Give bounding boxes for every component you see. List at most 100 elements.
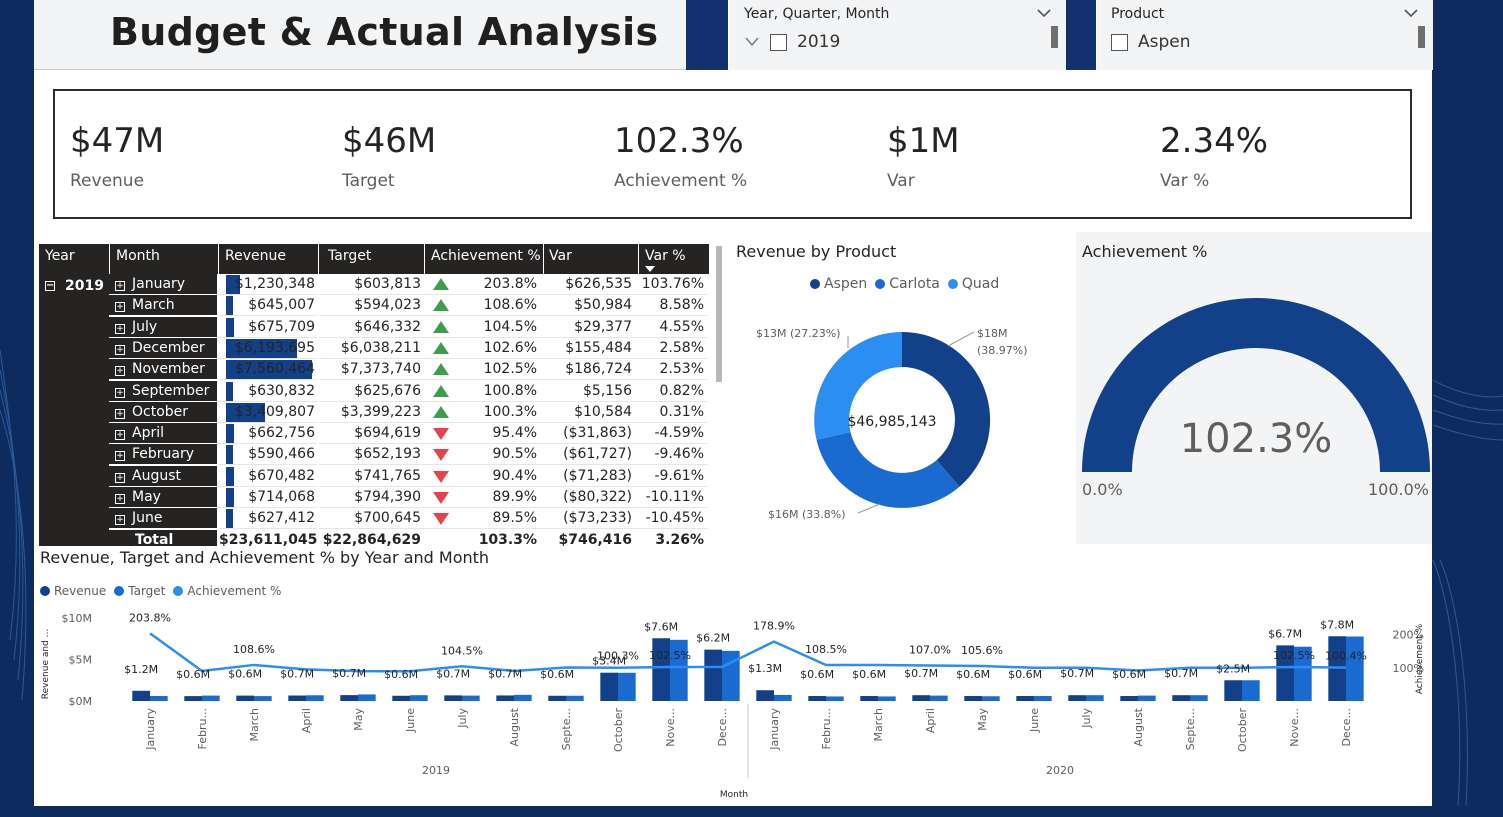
table-row[interactable]: + February $590,466 $652,193 90.5% ($61,727) -… (109, 444, 709, 466)
col-header-target[interactable]: Target (328, 248, 372, 264)
table-row[interactable]: + March $645,007 $594,023 108.6% $50,984 8.58% (109, 295, 709, 317)
table-row[interactable]: + April $662,756 $694,619 95.4% ($31,863) -4.5… (109, 423, 709, 445)
month-cell[interactable]: + July (109, 316, 217, 338)
checkbox[interactable] (770, 33, 787, 51)
x-tick-label: October (612, 708, 625, 752)
legend-item-achievement[interactable]: Achievement % (173, 584, 281, 598)
chevron-down-icon[interactable] (1403, 8, 1419, 20)
date-slicer-option[interactable]: 2019 (744, 32, 840, 52)
combo-chart[interactable]: $10M $5M $0M 200% 100% Revenue and ... Achieve… (34, 604, 1432, 804)
expand-icon[interactable]: + (115, 451, 125, 462)
chevron-down-icon[interactable] (1036, 8, 1052, 20)
col-header-revenue[interactable]: Revenue (225, 248, 286, 264)
col-header-month[interactable]: Month (116, 248, 160, 264)
col-header-year[interactable]: Year (45, 248, 75, 264)
donut-slice-aspen[interactable] (902, 331, 991, 487)
table-row[interactable]: + January $1,230,348 $603,813 203.8% $626,535… (109, 274, 709, 295)
x-year-label: 2020 (1046, 764, 1074, 777)
col-header-achievement[interactable]: Achievement % (431, 248, 541, 264)
table-row[interactable]: + December $6,193,695 $6,038,211 102.6% $155,… (109, 337, 709, 359)
month-cell[interactable]: + November (109, 359, 217, 381)
revenue-bar (652, 638, 670, 701)
table-row[interactable]: + May $714,068 $794,390 89.9% ($80,322) -10.11… (109, 487, 709, 508)
donut-slice-carlota[interactable] (816, 432, 960, 508)
table-row[interactable]: + August $670,482 $741,765 90.4% ($71,283) -9.… (109, 465, 709, 487)
expand-icon[interactable]: + (115, 302, 125, 313)
donut-slice-quad[interactable] (814, 332, 902, 440)
sort-desc-icon[interactable] (645, 266, 655, 272)
checkbox[interactable] (1111, 33, 1128, 51)
month-cell[interactable]: + May (109, 487, 217, 508)
var-pct-cell: 4.55% (638, 317, 708, 338)
date-slicer[interactable]: Year, Quarter, Month 2019 (730, 0, 1066, 70)
month-cell[interactable]: + June (109, 508, 217, 530)
page-title: Budget & Actual Analysis (110, 10, 659, 54)
legend-item-quad[interactable]: Quad (947, 276, 999, 292)
table-row[interactable]: + September $630,832 $625,676 100.8% $5,156 0.… (109, 380, 709, 402)
expand-icon[interactable]: + (115, 323, 125, 334)
month-cell[interactable]: + January (109, 274, 217, 295)
legend-item-aspen[interactable]: Aspen (810, 276, 867, 292)
var-cell: ($61,727) (543, 444, 638, 466)
kpi-revenue: $47M Revenue (70, 121, 164, 191)
achievement-data-label: 203.8% (129, 611, 171, 624)
target-bar (358, 694, 376, 701)
total-row: Total $23,611,045 $22,864,629 103.3% $746,41… (109, 529, 709, 546)
month-cell[interactable]: + August (109, 465, 217, 487)
month-label: July (132, 318, 158, 335)
x-tick-label: August (1132, 707, 1145, 746)
expand-icon[interactable]: + (115, 494, 125, 504)
expand-chevron-icon[interactable] (744, 36, 760, 48)
month-cell[interactable]: + March (109, 295, 217, 317)
expand-icon[interactable]: + (115, 472, 125, 483)
expand-icon[interactable]: + (115, 387, 125, 398)
product-slicer-option[interactable]: Aspen (1111, 32, 1191, 52)
donut-chart[interactable]: $46,985,143 $18M (38.97%) $16M (33.8%) $… (730, 310, 1070, 540)
achievement-data-label: 102.5% (1273, 649, 1315, 662)
table-row[interactable]: + July $675,709 $646,332 104.5% $29,377 4.55% (109, 316, 709, 338)
table-row[interactable]: + June $627,412 $700,645 89.5% ($73,233) -10.4… (109, 508, 709, 530)
up-arrow-icon (433, 341, 449, 354)
legend-item-target[interactable]: Target (114, 584, 165, 598)
month-cell[interactable]: + December (109, 337, 217, 359)
donut-label-aspen-pct: (38.97%) (977, 344, 1028, 357)
month-cell[interactable]: + February (109, 444, 217, 466)
achievement-gauge[interactable]: 102.3% 0.0% 100.0% (1076, 290, 1436, 520)
month-cell[interactable]: + October (109, 401, 217, 423)
down-arrow-icon (433, 428, 449, 441)
scrollbar[interactable] (1051, 26, 1058, 48)
target-cell: $3,399,223 (319, 402, 425, 423)
table-row[interactable]: + October $3,409,807 $3,399,223 100.3% $10,58… (109, 401, 709, 423)
collapse-icon[interactable]: − (45, 280, 55, 291)
achievement-cell: 89.5% (425, 508, 543, 530)
revenue-matrix[interactable]: Year Month Revenue Target Achievement % … (39, 244, 709, 546)
scrollbar[interactable] (1418, 26, 1425, 48)
revenue-databar (226, 402, 265, 422)
expand-icon[interactable]: + (115, 281, 125, 291)
target-bar (566, 695, 584, 701)
month-label: April (132, 425, 164, 442)
var-cell: $155,484 (543, 338, 638, 359)
gauge-max-label: 100.0% (1368, 480, 1429, 499)
down-arrow-icon (433, 449, 449, 462)
legend-item-revenue[interactable]: Revenue (40, 584, 106, 598)
var-pct-cell: -9.46% (638, 444, 708, 466)
expand-icon[interactable]: + (115, 515, 125, 526)
table-row[interactable]: + November $7,560,464 $7,373,740 102.5% $186,… (109, 359, 709, 381)
matrix-scrollbar[interactable] (716, 246, 722, 382)
revenue-databar (226, 381, 233, 401)
expand-icon[interactable]: + (115, 366, 125, 377)
target-bar (1034, 696, 1052, 701)
month-cell[interactable]: + April (109, 423, 217, 445)
expand-icon[interactable]: + (115, 344, 125, 355)
x-tick-label: Nove... (1288, 708, 1301, 747)
expand-icon[interactable]: + (115, 408, 125, 419)
col-header-var-pct[interactable]: Var % (645, 248, 686, 264)
month-cell[interactable]: + September (109, 380, 217, 402)
legend-item-carlota[interactable]: Carlota (875, 276, 940, 292)
expand-icon[interactable]: + (115, 430, 125, 441)
month-label: November (132, 361, 205, 378)
product-slicer[interactable]: Product Aspen (1097, 0, 1433, 70)
col-header-var[interactable]: Var (549, 248, 572, 264)
achievement-data-label: 105.6% (961, 644, 1003, 657)
